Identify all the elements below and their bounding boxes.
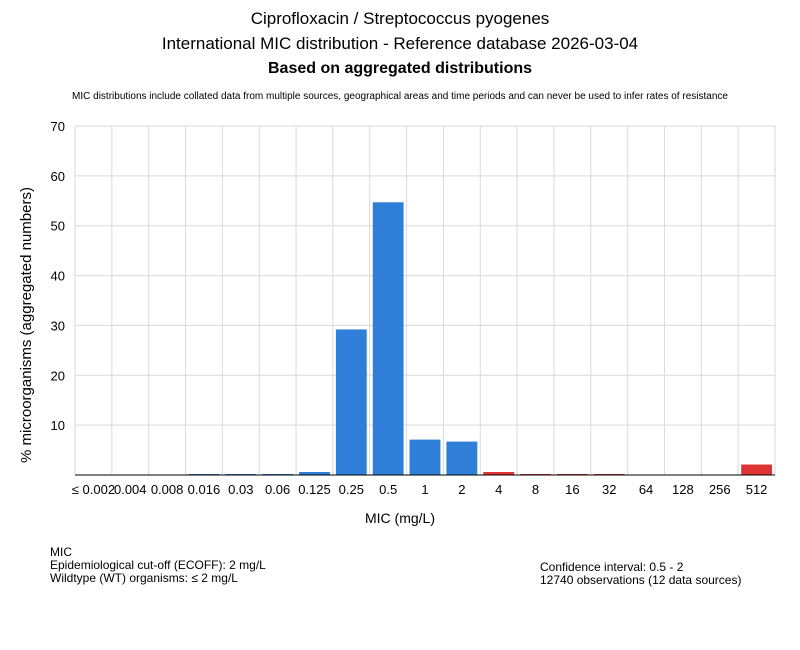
bar-1 xyxy=(409,439,441,475)
x-tick-label: 0.03 xyxy=(228,482,253,497)
bar-4 xyxy=(483,472,515,475)
y-tick-label: 50 xyxy=(51,219,65,234)
x-tick-label: 1 xyxy=(421,482,428,497)
bars xyxy=(188,202,772,475)
y-tick-label: 70 xyxy=(51,119,65,134)
x-tick-label: 16 xyxy=(565,482,579,497)
x-tick-label: 0.008 xyxy=(151,482,184,497)
x-tick-label: 0.25 xyxy=(339,482,364,497)
footer-stats-block: Confidence interval: 0.5 - 2 12740 obser… xyxy=(540,561,741,587)
x-tick-label: 64 xyxy=(639,482,653,497)
x-tick-label: 0.016 xyxy=(188,482,221,497)
x-tick-label: ≤ 0.002 xyxy=(72,482,115,497)
chart-basis-heading: Based on aggregated distributions xyxy=(267,60,533,77)
y-tick-label: 10 xyxy=(51,418,65,433)
x-tick-label: 512 xyxy=(746,482,768,497)
bar-0.5 xyxy=(372,202,404,475)
chart-title: Ciprofloxacin / Streptococcus pyogenes xyxy=(250,9,550,28)
y-tick-label: 30 xyxy=(51,318,65,333)
x-tick-label: 32 xyxy=(602,482,616,497)
x-axis-label: MIC (mg/L) xyxy=(365,510,435,526)
y-tick-label: 20 xyxy=(51,368,65,383)
x-tick-label: 8 xyxy=(532,482,539,497)
x-tick-label: 128 xyxy=(672,482,694,497)
x-tick-label: 0.06 xyxy=(265,482,290,497)
footer-mic-block: MIC Epidemiological cut-off (ECOFF): 2 m… xyxy=(50,546,266,585)
bar-512 xyxy=(741,464,772,475)
bar-2 xyxy=(446,441,478,475)
footer-observations: 12740 observations (12 data sources) xyxy=(540,573,742,587)
bar-0.25 xyxy=(335,329,367,475)
y-tick-label: 60 xyxy=(51,169,65,184)
x-tick-label: 2 xyxy=(458,482,465,497)
footer-wildtype: Wildtype (WT) organisms: ≤ 2 mg/L xyxy=(50,571,238,585)
chart-subtitle: International MIC distribution - Referen… xyxy=(161,34,639,53)
x-tick-label: 0.004 xyxy=(114,482,147,497)
x-tick-label: 0.125 xyxy=(298,482,331,497)
y-tick-label: 40 xyxy=(51,269,65,284)
y-axis-label: % microorganisms (aggregated numbers) xyxy=(18,187,35,463)
x-tick-label: 4 xyxy=(495,482,502,497)
x-tick-label: 0.5 xyxy=(379,482,397,497)
footer-mic-label: MIC xyxy=(50,545,72,559)
grid xyxy=(74,125,776,475)
footer-confidence: Confidence interval: 0.5 - 2 xyxy=(540,560,684,574)
disclaimer-text: MIC distributions include collated data … xyxy=(72,91,728,102)
x-tick-label: 256 xyxy=(709,482,731,497)
bar-0.125 xyxy=(299,472,330,475)
footer-ecoff: Epidemiological cut-off (ECOFF): 2 mg/L xyxy=(50,558,266,572)
